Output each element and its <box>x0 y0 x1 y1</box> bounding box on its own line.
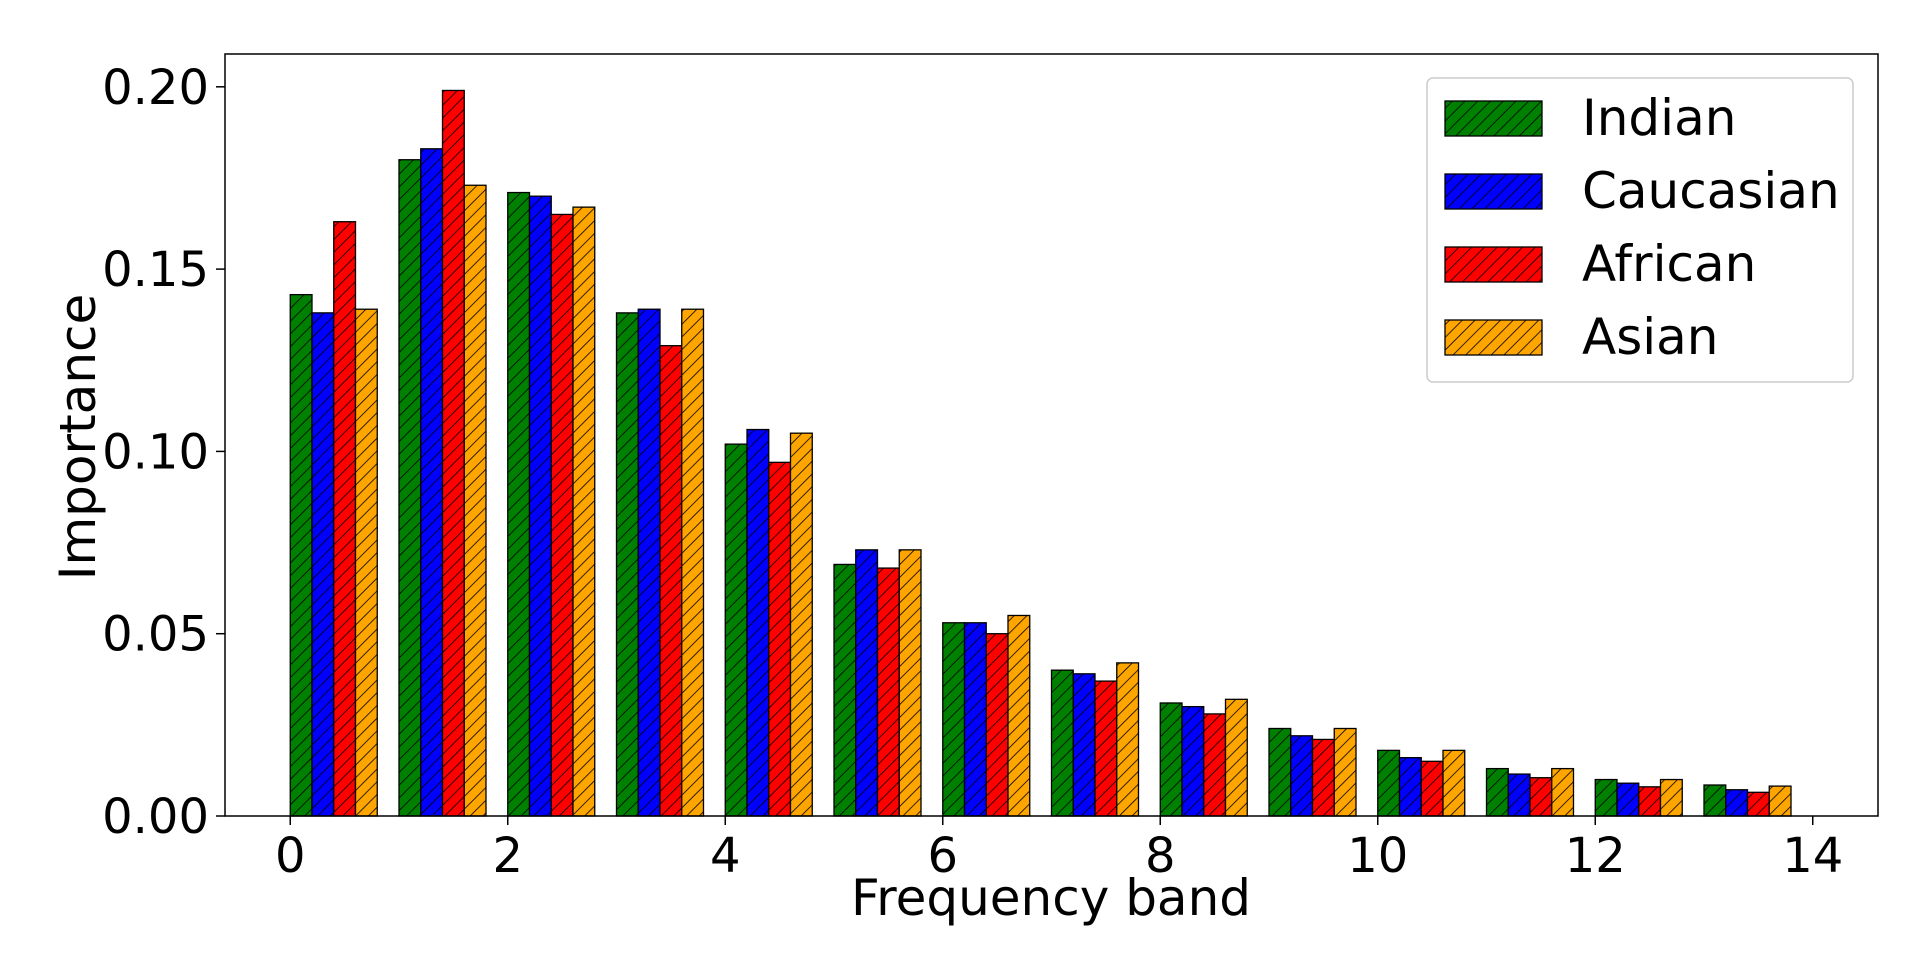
bar-caucasian <box>1616 782 1640 817</box>
bar-caucasian <box>1181 705 1205 817</box>
bar-asian <box>1333 727 1357 817</box>
bar-asian <box>463 184 487 817</box>
bar-asian <box>1768 785 1792 817</box>
bar-indian <box>942 622 966 817</box>
y-tick-label: 0.10 <box>102 424 209 480</box>
bar-african <box>1311 738 1335 817</box>
bar-caucasian <box>1725 789 1749 817</box>
bar-asian <box>1659 778 1683 817</box>
bar-african <box>1203 713 1227 817</box>
bar-asian <box>789 432 813 817</box>
bar-african <box>333 221 357 817</box>
legend-label: Caucasian <box>1582 162 1840 220</box>
bar-asian <box>572 206 596 817</box>
bar-asian <box>898 549 922 817</box>
legend-swatch <box>1444 319 1543 356</box>
bar-asian <box>681 308 705 817</box>
x-tick-label: 0 <box>275 828 306 884</box>
x-tick-label: 6 <box>927 828 958 884</box>
y-axis-label: Importance <box>49 294 107 581</box>
legend-item-indian: Indian <box>1444 89 1736 147</box>
legend-label: Asian <box>1582 308 1718 366</box>
bar-caucasian <box>637 308 661 817</box>
bar-indian <box>1594 778 1618 817</box>
bar-asian <box>1007 614 1031 817</box>
bar-caucasian <box>1398 757 1422 817</box>
bar-caucasian <box>420 148 444 817</box>
bar-asian <box>1442 749 1466 817</box>
bar-african <box>441 89 465 817</box>
y-tick-label: 0.00 <box>102 789 209 845</box>
bar-caucasian <box>1290 735 1314 817</box>
bar-indian <box>398 159 422 817</box>
legend-box <box>1426 77 1854 383</box>
bar-indian <box>1159 702 1183 817</box>
bar-indian <box>289 293 313 817</box>
bar-asian <box>1224 698 1248 817</box>
legend: Indian Caucasian African Asian <box>1426 77 1854 383</box>
bar-african <box>659 345 683 817</box>
bars-group <box>289 89 1792 817</box>
bar-caucasian <box>528 195 552 817</box>
bar-asian <box>1551 767 1575 817</box>
legend-swatch <box>1444 100 1543 137</box>
y-tick-label: 0.20 <box>102 60 209 116</box>
bar-indian <box>1485 767 1509 817</box>
x-axis-label: Frequency band <box>851 869 1251 927</box>
y-axis-ticks: 0.00 0.05 0.10 0.15 0.20 <box>102 60 225 845</box>
legend-swatch <box>1444 173 1543 210</box>
bar-caucasian <box>746 428 770 817</box>
bar-indian <box>1703 784 1727 817</box>
bar-african <box>1529 777 1553 817</box>
legend-item-asian: Asian <box>1444 308 1718 366</box>
bar-caucasian <box>855 549 879 817</box>
bar-african <box>1638 786 1662 817</box>
bar-african <box>768 461 792 817</box>
bar-caucasian <box>1507 773 1531 817</box>
bar-indian <box>833 563 857 817</box>
bar-asian <box>1116 662 1140 817</box>
bar-indian <box>1377 749 1401 817</box>
bar-african <box>876 567 900 817</box>
y-tick-label: 0.15 <box>102 242 209 298</box>
x-axis-ticks: 0 2 4 6 8 10 12 14 <box>275 816 1843 884</box>
bar-asian <box>354 308 378 817</box>
legend-label: Indian <box>1582 89 1736 147</box>
x-tick-label: 4 <box>710 828 741 884</box>
legend-swatch <box>1444 246 1543 283</box>
x-tick-label: 2 <box>492 828 523 884</box>
bar-african <box>1746 791 1770 817</box>
bar-indian <box>507 191 531 817</box>
bar-african <box>1094 680 1118 817</box>
legend-item-african: African <box>1444 235 1756 293</box>
bar-indian <box>1050 669 1074 817</box>
x-tick-label: 14 <box>1782 828 1843 884</box>
y-tick-label: 0.05 <box>102 607 209 663</box>
bar-indian <box>724 443 748 817</box>
bar-african <box>985 633 1009 817</box>
x-tick-label: 12 <box>1565 828 1626 884</box>
bar-african <box>550 213 574 817</box>
bar-indian <box>1268 727 1292 817</box>
bar-caucasian <box>311 312 335 817</box>
legend-item-caucasian: Caucasian <box>1444 162 1840 220</box>
bar-caucasian <box>963 622 987 817</box>
x-tick-label: 8 <box>1145 828 1176 884</box>
bar-indian <box>615 312 639 817</box>
bar-african <box>1420 760 1444 817</box>
plot-frame <box>224 53 1879 817</box>
bar-caucasian <box>1072 673 1096 817</box>
x-tick-label: 10 <box>1347 828 1408 884</box>
legend-label: African <box>1582 235 1756 293</box>
